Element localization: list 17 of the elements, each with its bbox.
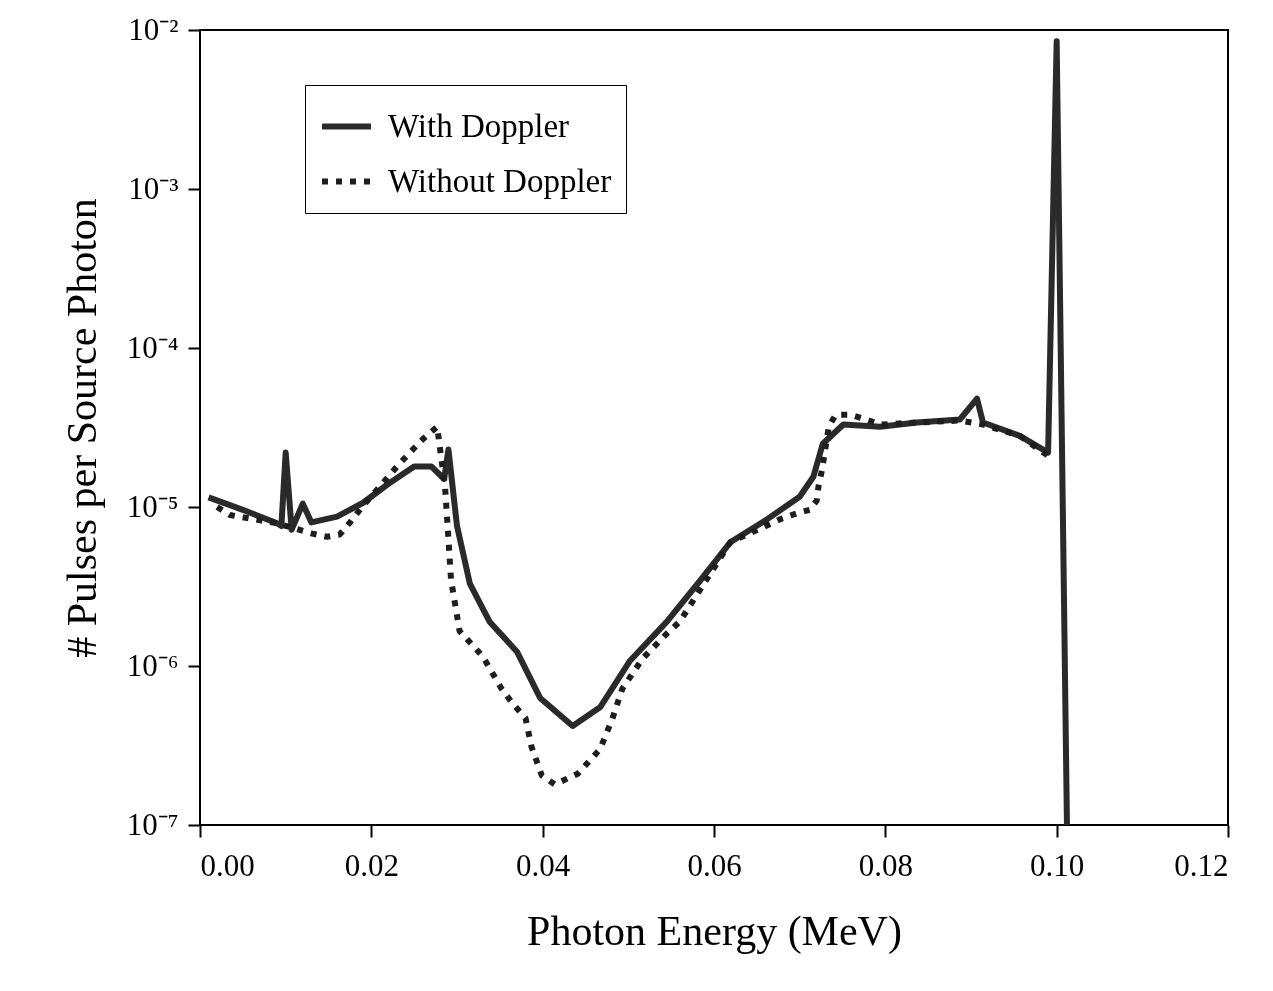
legend-label: Without Doppler xyxy=(388,162,612,199)
y-tick-label: 10⁻⁷ xyxy=(126,806,179,842)
x-tick-label: 0.04 xyxy=(516,847,571,883)
y-tick-label: 10⁻⁵ xyxy=(126,488,179,524)
y-axis-title: # Pulses per Source Photon xyxy=(58,198,105,658)
x-tick-label: 0.06 xyxy=(687,847,742,883)
x-tick-label: 0.02 xyxy=(344,847,399,883)
legend-label: With Doppler xyxy=(388,107,570,144)
y-tick-label: 10⁻⁴ xyxy=(126,329,179,365)
x-tick-label: 0.10 xyxy=(1030,847,1085,883)
y-tick-label: 10⁻³ xyxy=(128,170,179,206)
x-tick-label: 0.12 xyxy=(1174,847,1229,883)
x-tick-label: 0.08 xyxy=(858,847,913,883)
y-tick-label: 10⁻⁶ xyxy=(126,647,179,683)
y-tick-label: 10⁻² xyxy=(128,11,179,47)
x-tick-label: 0.00 xyxy=(200,847,255,883)
x-axis-title: Photon Energy (MeV) xyxy=(527,907,902,955)
